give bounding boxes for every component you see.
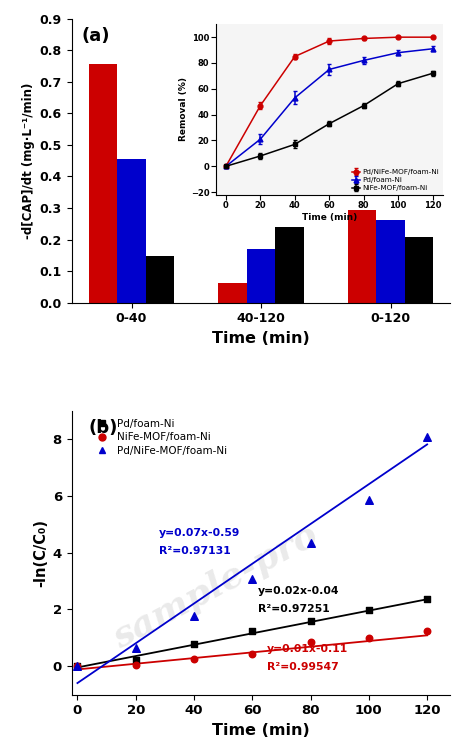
Bar <box>405 237 433 302</box>
Bar <box>275 227 304 302</box>
Point <box>424 432 431 444</box>
Point <box>132 658 140 670</box>
Bar <box>348 210 376 302</box>
Point <box>74 661 81 672</box>
X-axis label: Time (min): Time (min) <box>212 723 310 738</box>
Text: (b): (b) <box>89 419 118 437</box>
Text: y=0.01x-0.11: y=0.01x-0.11 <box>267 643 348 654</box>
Bar <box>219 283 247 302</box>
Bar <box>247 249 275 302</box>
Point <box>190 610 198 622</box>
Text: sample-pro: sample-pro <box>107 519 324 655</box>
Y-axis label: -ln(C/C₀): -ln(C/C₀) <box>33 519 49 587</box>
X-axis label: Time (min): Time (min) <box>212 331 310 346</box>
Point <box>307 637 314 649</box>
Text: R²=0.99547: R²=0.99547 <box>267 662 339 672</box>
Point <box>74 661 81 672</box>
Point <box>365 604 372 616</box>
Bar <box>117 159 146 302</box>
Point <box>249 648 256 660</box>
Point <box>365 632 372 643</box>
Y-axis label: -d[CAP]/dt (mg·L⁻¹/min): -d[CAP]/dt (mg·L⁻¹/min) <box>23 82 36 239</box>
Bar <box>89 64 117 302</box>
Point <box>307 614 314 626</box>
Point <box>190 638 198 650</box>
Point <box>74 661 81 672</box>
Point <box>249 573 256 585</box>
Point <box>190 653 198 665</box>
Point <box>424 594 431 606</box>
Bar <box>146 256 174 302</box>
Legend: Pd/foam-Ni, NiFe-MOF/foam-Ni, Pd/NiFe-MOF/foam-Ni: Pd/foam-Ni, NiFe-MOF/foam-Ni, Pd/NiFe-MO… <box>92 418 227 456</box>
Text: y=0.02x-0.04: y=0.02x-0.04 <box>258 585 340 596</box>
Point <box>365 494 372 506</box>
Bar <box>376 220 405 302</box>
Point <box>132 654 140 666</box>
Point <box>249 626 256 637</box>
Point <box>424 625 431 637</box>
Point <box>132 642 140 654</box>
Text: (a): (a) <box>81 27 109 45</box>
Point <box>307 537 314 549</box>
Text: R²=0.97251: R²=0.97251 <box>258 604 330 614</box>
Text: R²=0.97131: R²=0.97131 <box>159 546 231 556</box>
Text: y=0.07x-0.59: y=0.07x-0.59 <box>159 528 240 538</box>
